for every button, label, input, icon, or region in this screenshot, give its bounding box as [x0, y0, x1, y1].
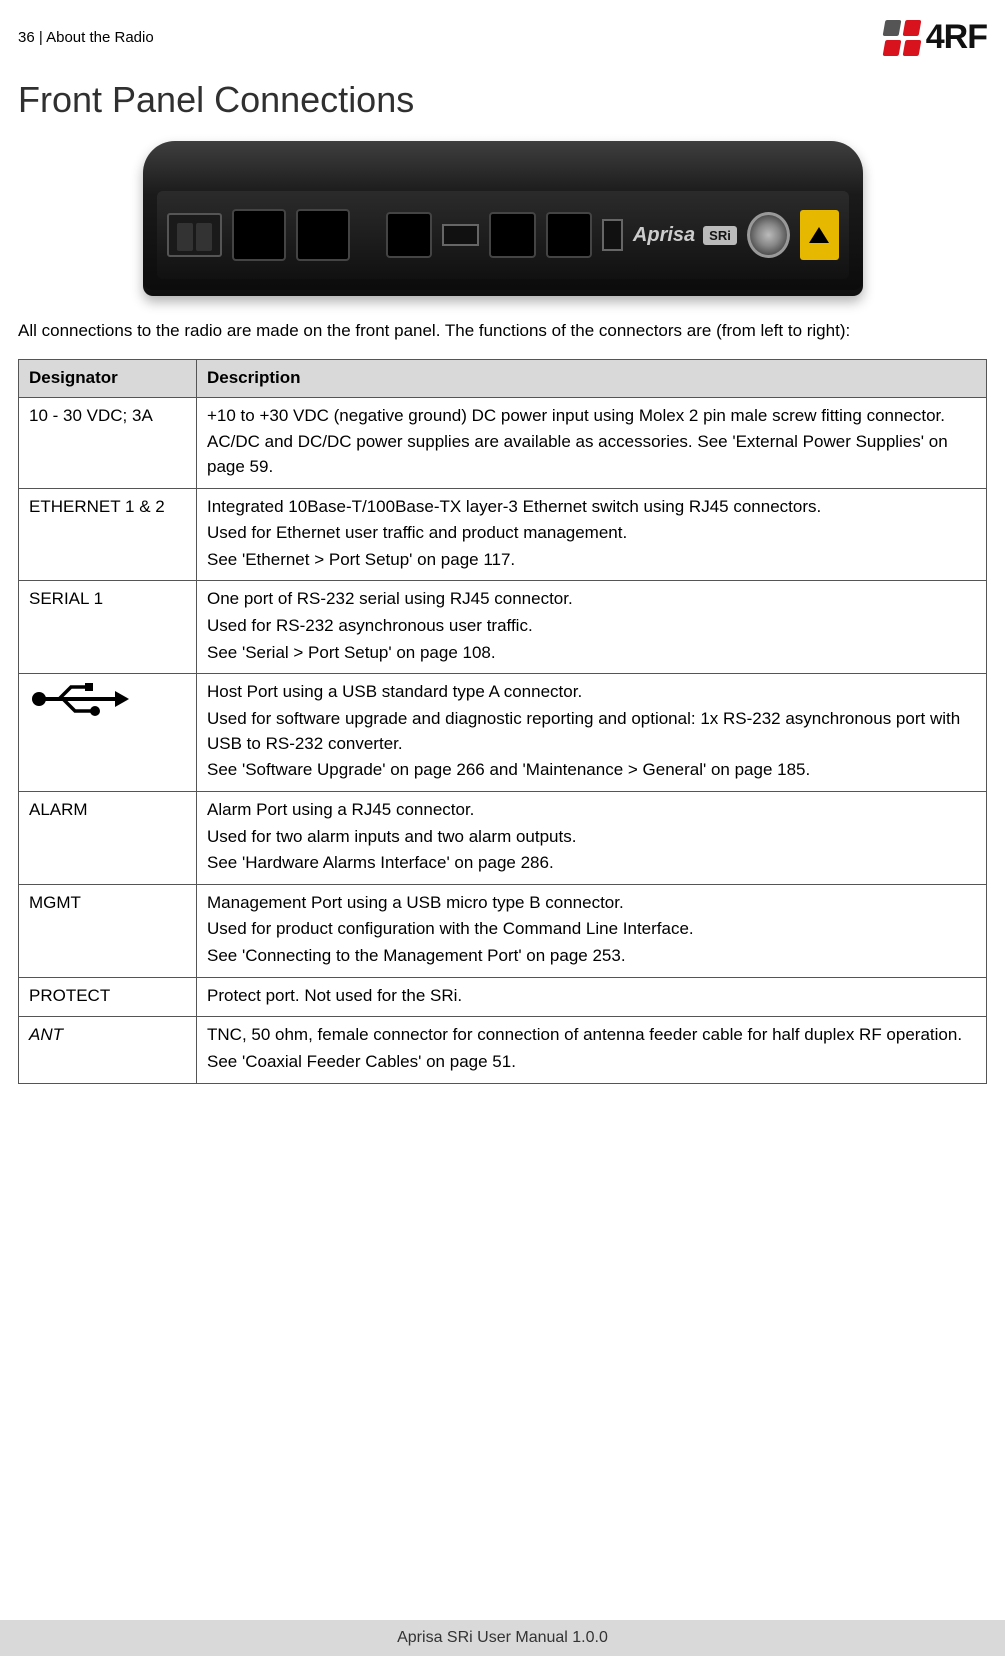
- device-brand-text: Aprisa: [633, 224, 695, 247]
- mgmt-port: [602, 219, 623, 251]
- cell-description: Integrated 10Base-T/100Base-TX layer-3 E…: [197, 488, 987, 581]
- page-header: 36 | About the Radio 4RF: [18, 18, 987, 57]
- device-branding: Aprisa SRi: [633, 224, 737, 247]
- logo-dot: [882, 20, 901, 36]
- power-connector: [167, 213, 223, 257]
- table-row: PROTECT Protect port. Not used for the SR…: [19, 977, 987, 1017]
- description-line: See 'Coaxial Feeder Cables' on page 51.: [207, 1050, 976, 1075]
- page-footer: Aprisa SRi User Manual 1.0.0: [0, 1620, 1005, 1656]
- header-breadcrumb: 36 | About the Radio: [18, 29, 154, 46]
- description-line: Protect port. Not used for the SRi.: [207, 984, 976, 1009]
- description-line: Used for two alarm inputs and two alarm …: [207, 825, 976, 850]
- cell-designator: ALARM: [19, 791, 197, 884]
- table-row: ETHERNET 1 & 2 Integrated 10Base-T/100Bas…: [19, 488, 987, 581]
- footer-text: Aprisa SRi User Manual 1.0.0: [397, 1629, 608, 1647]
- cell-designator: ANT: [19, 1017, 197, 1083]
- logo-mark: [884, 20, 920, 56]
- breadcrumb-separator: |: [35, 29, 46, 46]
- protect-port: [546, 212, 592, 258]
- description-line: Integrated 10Base-T/100Base-TX layer-3 E…: [207, 495, 976, 520]
- description-line: See 'Serial > Port Setup' on page 108.: [207, 641, 976, 666]
- device-model-badge: SRi: [703, 226, 737, 245]
- cell-designator: ETHERNET 1 & 2: [19, 488, 197, 581]
- description-line: See 'Ethernet > Port Setup' on page 117.: [207, 548, 976, 573]
- description-line: +10 to +30 VDC (negative ground) DC powe…: [207, 404, 976, 429]
- cell-description: Management Port using a USB micro type B…: [197, 884, 987, 977]
- alarm-port: [489, 212, 535, 258]
- col-header-designator: Designator: [19, 359, 197, 397]
- table-row: ANT TNC, 50 ohm, female connector for con…: [19, 1017, 987, 1083]
- description-line: Alarm Port using a RJ45 connector.: [207, 798, 976, 823]
- description-line: See 'Software Upgrade' on page 266 and '…: [207, 758, 976, 783]
- ethernet-port-1: [232, 209, 286, 261]
- intro-paragraph: All connections to the radio are made on…: [18, 320, 987, 343]
- description-line: See 'Hardware Alarms Interface' on page …: [207, 851, 976, 876]
- cell-description: Alarm Port using a RJ45 connector.Used f…: [197, 791, 987, 884]
- cell-description: +10 to +30 VDC (negative ground) DC powe…: [197, 397, 987, 488]
- cell-description: One port of RS-232 serial using RJ45 con…: [197, 581, 987, 674]
- table-row: Host Port using a USB standard type A co…: [19, 674, 987, 792]
- description-line: Management Port using a USB micro type B…: [207, 891, 976, 916]
- description-line: See 'Connecting to the Management Port' …: [207, 944, 976, 969]
- cell-description: Host Port using a USB standard type A co…: [197, 674, 987, 792]
- logo-dot: [882, 40, 901, 56]
- cell-designator: SERIAL 1: [19, 581, 197, 674]
- section-name: About the Radio: [46, 29, 154, 46]
- description-line: TNC, 50 ohm, female connector for connec…: [207, 1023, 976, 1048]
- usb-a-port: [442, 224, 479, 246]
- cell-description: Protect port. Not used for the SRi.: [197, 977, 987, 1017]
- cell-designator: PROTECT: [19, 977, 197, 1017]
- description-line: Used for RS-232 asynchronous user traffi…: [207, 614, 976, 639]
- description-line: AC/DC and DC/DC power supplies are avail…: [207, 430, 976, 479]
- table-row: MGMT Management Port using a USB micro ty…: [19, 884, 987, 977]
- brand-logo: 4RF: [884, 18, 987, 57]
- page-title: Front Panel Connections: [18, 79, 987, 121]
- warning-label: [800, 210, 839, 260]
- table-row: 10 - 30 VDC; 3A +10 to +30 VDC (negative …: [19, 397, 987, 488]
- ant-connector: [747, 212, 790, 258]
- description-line: Used for product configuration with the …: [207, 917, 976, 942]
- cell-designator: [19, 674, 197, 792]
- col-header-description: Description: [197, 359, 987, 397]
- usb-icon: [29, 680, 129, 718]
- cell-designator: MGMT: [19, 884, 197, 977]
- warning-triangle-icon: [809, 227, 829, 243]
- logo-dot: [902, 40, 921, 56]
- page-number: 36: [18, 29, 35, 46]
- table-row: SERIAL 1 One port of RS-232 serial using …: [19, 581, 987, 674]
- ethernet-port-2: [296, 209, 350, 261]
- description-line: Host Port using a USB standard type A co…: [207, 680, 976, 705]
- logo-text: 4RF: [926, 18, 987, 57]
- description-line: Used for Ethernet user traffic and produ…: [207, 521, 976, 546]
- serial-port: [386, 212, 432, 258]
- device-front-panel-image: Aprisa SRi: [143, 141, 863, 296]
- connectors-table: Designator Description 10 - 30 VDC; 3A +1…: [18, 359, 987, 1084]
- table-row: ALARMAlarm Port using a RJ45 connector.U…: [19, 791, 987, 884]
- logo-dot: [902, 20, 921, 36]
- description-line: Used for software upgrade and diagnostic…: [207, 707, 976, 756]
- cell-designator: 10 - 30 VDC; 3A: [19, 397, 197, 488]
- device-ports-strip: Aprisa SRi: [157, 191, 849, 279]
- description-line: One port of RS-232 serial using RJ45 con…: [207, 587, 976, 612]
- cell-description: TNC, 50 ohm, female connector for connec…: [197, 1017, 987, 1083]
